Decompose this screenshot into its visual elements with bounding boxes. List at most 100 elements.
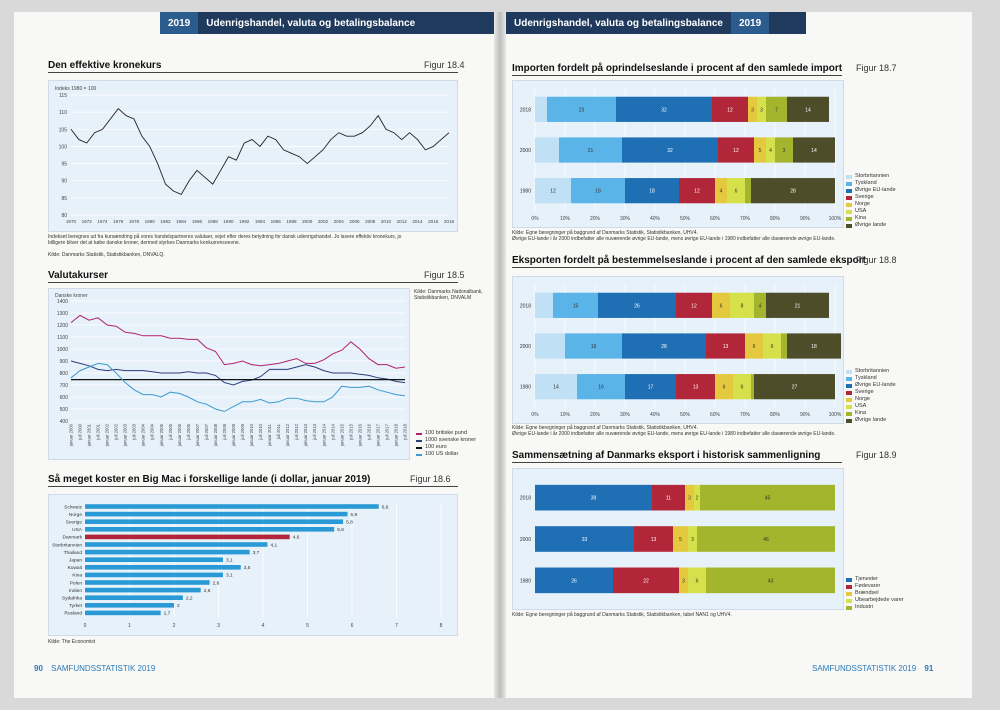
fig185-legend: 100 britiske pund 1000 svenske kroner 100 … bbox=[416, 430, 476, 458]
fig188-category-label: 1980 bbox=[520, 385, 531, 391]
fig188-xtick: 60% bbox=[710, 412, 721, 418]
fig189-segment bbox=[613, 567, 679, 594]
fig185-ytick: 1200 bbox=[57, 323, 68, 329]
left-footer-text: SAMFUNDSSTATISTIK 2019 bbox=[51, 664, 156, 673]
fig189-segment-label: 3 bbox=[688, 496, 691, 502]
fig188-xtick: 10% bbox=[560, 412, 571, 418]
fig189-segment-label: 26 bbox=[571, 578, 577, 584]
fig188-segment bbox=[781, 333, 787, 359]
fig185-xtick: juli 2008 bbox=[222, 423, 227, 440]
fig184-xtick: 2002 bbox=[318, 219, 329, 224]
fig187-legend-label: Norge bbox=[855, 201, 870, 207]
fig185-xtick: januar 2013 bbox=[303, 423, 308, 447]
fig187-segment bbox=[535, 137, 559, 163]
fig189-legend-label: Brændsel bbox=[855, 590, 879, 596]
fig188-segment bbox=[715, 374, 733, 400]
fig185-legend-swatch bbox=[416, 432, 422, 435]
fig188-legend-entry: Norge bbox=[846, 396, 896, 403]
fig188-chart: 0% 10% 20% 30% 40% 50% 60% 70% 80% 90% 100% 2018 15 2… bbox=[512, 276, 844, 424]
fig186-bar bbox=[85, 572, 223, 578]
fig185-ytick: 1400 bbox=[57, 299, 68, 305]
fig186-value-label: 2,8 bbox=[213, 580, 220, 586]
fig187-segment-label: 3 bbox=[760, 107, 763, 113]
fig188-legend-label: USA bbox=[855, 403, 867, 409]
fig187-xtick: 40% bbox=[650, 216, 661, 222]
fig185-xtick: januar 2014 bbox=[321, 423, 326, 447]
fig187-segment-label: 3 bbox=[783, 148, 786, 154]
fig188-segment bbox=[598, 292, 676, 318]
fig184-ylabel: Indeks 1980 = 100 bbox=[55, 86, 97, 92]
fig188-legend-entry: Øvrige EU-lande bbox=[846, 382, 896, 389]
fig186-category-label: Sverige bbox=[66, 520, 83, 526]
fig186-category-label: USA bbox=[72, 527, 83, 533]
fig188-segment bbox=[730, 292, 754, 318]
fig185-title: Valutakurser bbox=[48, 270, 109, 281]
fig187-category-label: 2000 bbox=[520, 148, 531, 154]
fig184-source: Kilde: Danmarks Statistik, Statistikbank… bbox=[48, 252, 165, 258]
fig188-legend-entry: Sverige bbox=[846, 389, 896, 396]
fig185-legend-swatch bbox=[416, 446, 422, 449]
fig189-legend-label: Fødevarer bbox=[855, 583, 881, 589]
fig188-segment-label: 19 bbox=[591, 344, 597, 350]
fig188-rule bbox=[512, 267, 842, 268]
fig188-legend-label: Sverige bbox=[855, 389, 874, 395]
spine-gutter bbox=[494, 12, 506, 698]
fig187-xtick: 10% bbox=[560, 216, 571, 222]
fig185-ylabel: Danske kroner bbox=[55, 293, 88, 299]
fig189-segment bbox=[652, 484, 685, 511]
fig189-segment bbox=[688, 526, 697, 552]
fig184-xtick: 2008 bbox=[365, 219, 376, 224]
fig189-rule bbox=[512, 462, 842, 463]
fig189-legend-entry: Brændsel bbox=[846, 590, 904, 597]
fig188-segment bbox=[733, 374, 751, 400]
fig187-segment-label: 18 bbox=[595, 189, 601, 195]
fig185-xtick: januar 2018 bbox=[393, 423, 398, 447]
fig189-segment-label: 39 bbox=[591, 496, 597, 502]
fig185-xtick: januar 2015 bbox=[339, 423, 344, 447]
fig188-svg: 0% 10% 20% 30% 40% 50% 60% 70% 80% 90% 100% 2018 15 2… bbox=[520, 285, 842, 418]
fig187-xtick: 60% bbox=[710, 216, 721, 222]
fig187-segment bbox=[715, 178, 727, 204]
fig186-category-label: Sydafrika bbox=[62, 596, 82, 602]
fig184-svg: Indeks 1980 = 100 80 85 90 95 100 105 110 115 197… bbox=[55, 86, 455, 224]
fig184-xtick: 1992 bbox=[239, 219, 250, 224]
fig187-segment bbox=[766, 96, 787, 122]
fig189-segment bbox=[679, 567, 688, 594]
fig184-ytick: 85 bbox=[61, 196, 67, 202]
fig187-legend-label: Tyskland bbox=[855, 180, 877, 186]
fig187-segment-label: 32 bbox=[661, 107, 667, 113]
fig186-value-label: 1,7 bbox=[164, 611, 171, 617]
fig185-xtick: juli 2009 bbox=[240, 423, 245, 440]
fig185-xtick: juli 2015 bbox=[348, 423, 353, 440]
fig186-value-label: 4,6 bbox=[293, 535, 300, 541]
fig186-category-label: Thailand bbox=[64, 550, 83, 556]
fig189-legend-entry: Ubearbejdede varer bbox=[846, 597, 904, 604]
fig184-rule bbox=[48, 72, 458, 73]
fig188-segment bbox=[535, 333, 565, 359]
fig189-segment-label: 46 bbox=[763, 537, 769, 543]
fig186-value-label: 3,1 bbox=[226, 573, 233, 579]
fig188-segment bbox=[763, 333, 781, 359]
fig185-ytick: 500 bbox=[60, 407, 69, 413]
fig186-xtick: 4 bbox=[262, 623, 265, 629]
fig187-legend-entry: Storbritannien bbox=[846, 173, 896, 180]
fig187-segment bbox=[625, 178, 679, 204]
fig189-segment bbox=[706, 567, 835, 594]
fig187-legend-label: Sverige bbox=[855, 194, 874, 200]
fig187-legend-swatch bbox=[846, 174, 852, 179]
fig188-segment bbox=[676, 374, 715, 400]
fig188-legend-swatch bbox=[846, 404, 852, 409]
fig189-legend-entry: Fødevarer bbox=[846, 583, 904, 590]
fig187-segment bbox=[559, 137, 622, 163]
left-page-footer: 90 SAMFUNDSSTATISTIK 2019 bbox=[34, 664, 155, 673]
fig185-legend-swatch bbox=[416, 439, 422, 442]
fig188-category-label: 2000 bbox=[520, 344, 531, 350]
fig188-segment-label: 6 bbox=[753, 344, 756, 350]
fig184-xtick: 1998 bbox=[286, 219, 297, 224]
fig188-segment bbox=[712, 292, 730, 318]
header-title: Udenrigshandel, valuta og betalingsbalan… bbox=[206, 17, 416, 29]
fig184-ytick: 115 bbox=[59, 93, 67, 99]
fig188-category-label: 2018 bbox=[520, 303, 531, 309]
fig185-legend-entry: 100 US dollar bbox=[416, 451, 476, 458]
